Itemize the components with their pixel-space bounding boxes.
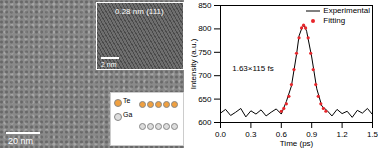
svg-text:Intensity (a.u.): Intensity (a.u.) xyxy=(189,38,198,89)
svg-text:0.9: 0.9 xyxy=(306,130,318,140)
svg-text:850: 850 xyxy=(198,1,212,10)
svg-text:Time (ps): Time (ps) xyxy=(280,139,314,148)
html-text:0.28 nm (111): 0.28 nm (111) xyxy=(115,7,164,16)
html-text:Experimental: Experimental xyxy=(323,6,370,15)
html-text:Te: Te xyxy=(123,97,131,104)
html-text:2 nm: 2 nm xyxy=(101,61,117,68)
svg-text:650: 650 xyxy=(198,95,212,104)
svg-text:0.6: 0.6 xyxy=(275,130,287,140)
svg-text:600: 600 xyxy=(198,118,212,127)
html-text:20 nm: 20 nm xyxy=(8,136,33,146)
svg-text:1.5: 1.5 xyxy=(367,130,378,139)
svg-text:1.2: 1.2 xyxy=(337,130,349,139)
svg-text:0.3: 0.3 xyxy=(245,130,257,139)
html-text:Fitting: Fitting xyxy=(323,16,346,25)
svg-text:0.0: 0.0 xyxy=(215,130,227,139)
html-text:Ga: Ga xyxy=(123,111,133,118)
svg-text:700: 700 xyxy=(198,71,212,80)
svg-text:750: 750 xyxy=(198,48,212,57)
svg-text:800: 800 xyxy=(198,24,212,33)
svg-text:1.63×115 fs: 1.63×115 fs xyxy=(232,64,273,73)
